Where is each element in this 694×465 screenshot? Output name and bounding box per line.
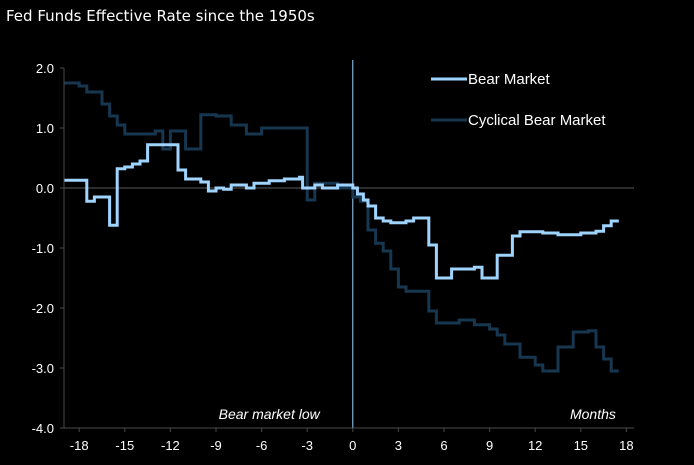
x-tick-label: 18 xyxy=(619,438,633,453)
x-tick-label: -9 xyxy=(210,438,222,453)
x-tick-label: 15 xyxy=(574,438,588,453)
x-tick-label: -12 xyxy=(161,438,180,453)
x-tick-label: 12 xyxy=(528,438,542,453)
legend-label-bear-market: Bear Market xyxy=(468,71,551,88)
x-tick-label: -3 xyxy=(301,438,313,453)
y-tick-label: -2.0 xyxy=(32,301,54,316)
y-tick-label: -1.0 xyxy=(32,241,54,256)
y-tick-label: 0.0 xyxy=(36,181,54,196)
x-tick-label: 6 xyxy=(440,438,447,453)
cyclical-bear-market-line xyxy=(64,81,619,373)
y-tick-label: 1.0 xyxy=(36,121,54,136)
legend-label-cyclical-bear-market: Cyclical Bear Market xyxy=(468,112,606,129)
axis-layer: 2.0 1.0 0.0 -1.0 -2.0 -3.0 -4.0 -18 -15 -12 -9 -6 -3… xyxy=(32,61,634,453)
x-tick-label: 0 xyxy=(349,438,356,453)
y-tick-label: 2.0 xyxy=(36,61,54,76)
legend: Bear Market Cyclical Bear Market xyxy=(431,71,606,129)
x-tick-label: -18 xyxy=(70,438,89,453)
y-tick-label: -3.0 xyxy=(32,361,54,376)
annotation-label: Bear market low xyxy=(219,406,321,422)
bear-market-line xyxy=(64,143,619,280)
annotation-label: Months xyxy=(570,406,616,422)
chart-title: Fed Funds Effective Rate since the 1950s xyxy=(6,7,315,25)
y-tick-label: -4.0 xyxy=(32,421,54,436)
x-tick-label: 3 xyxy=(395,438,402,453)
x-tick-label: -6 xyxy=(256,438,268,453)
x-tick-label: -15 xyxy=(115,438,134,453)
x-tick-label: 9 xyxy=(486,438,493,453)
series-layer xyxy=(64,81,619,373)
